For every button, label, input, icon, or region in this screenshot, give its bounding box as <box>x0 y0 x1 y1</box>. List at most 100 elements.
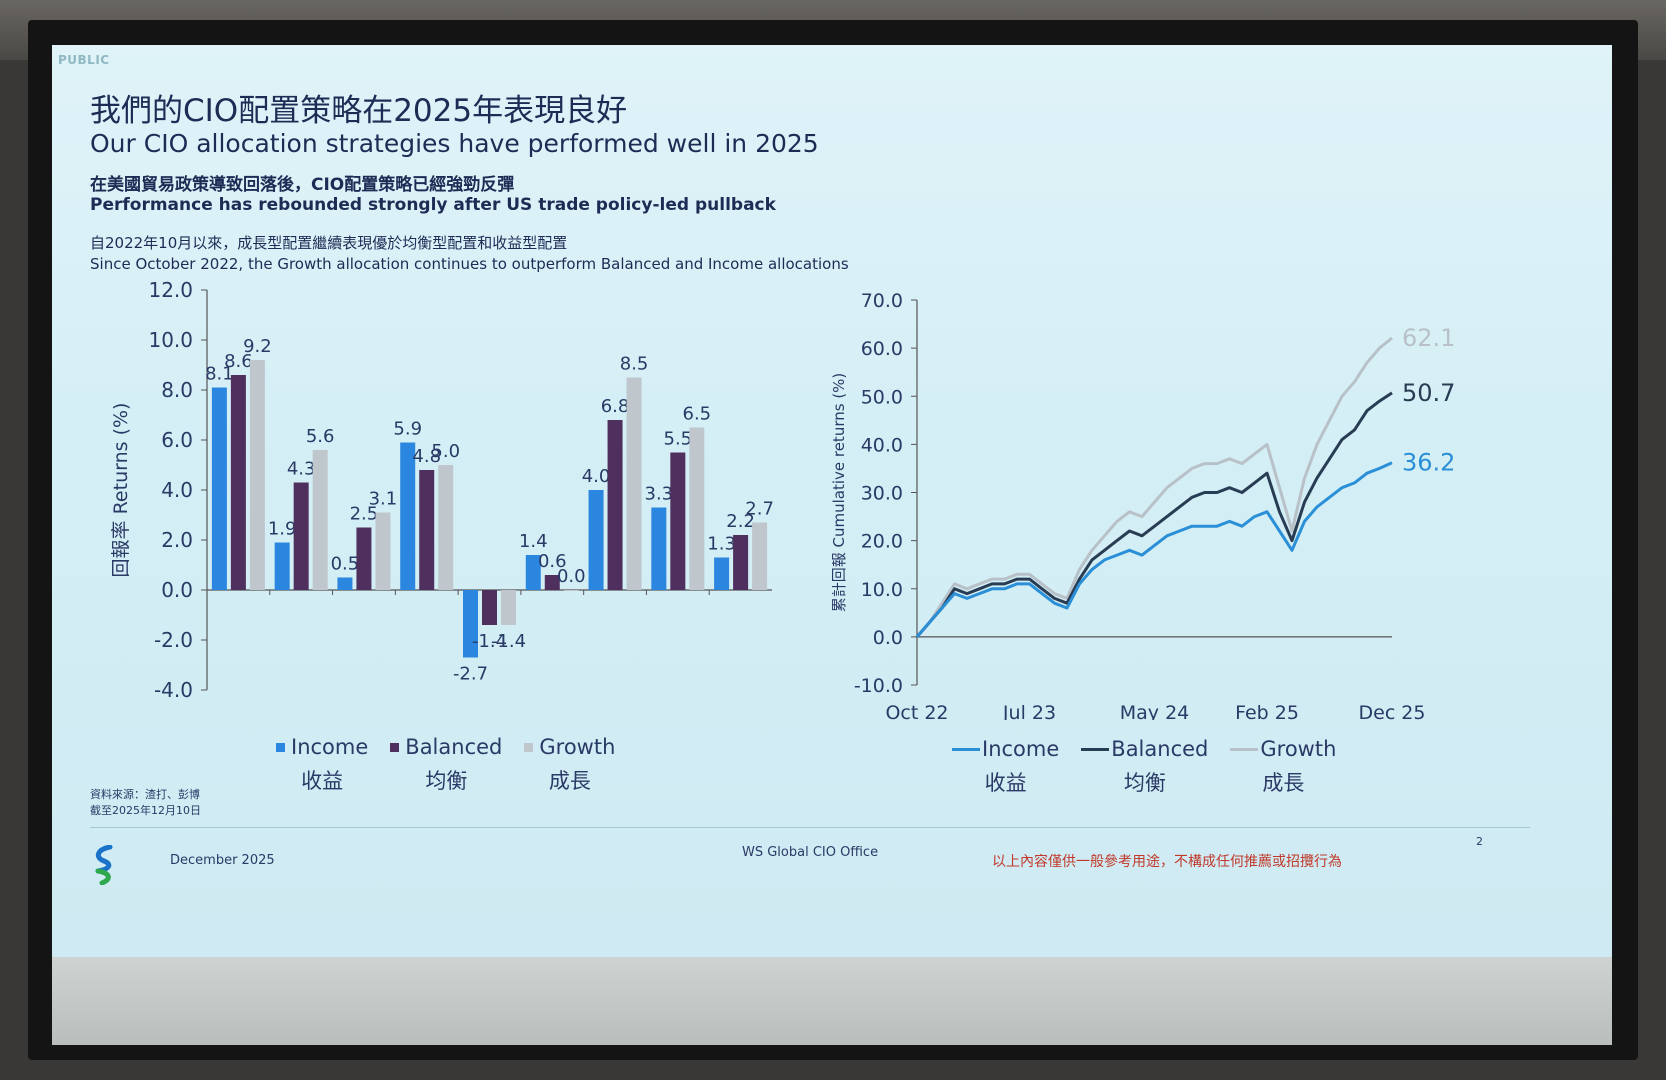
x-tick-label: Q4 25 <box>712 707 769 710</box>
data-label: 8.1 <box>205 364 234 385</box>
y-tick-label: 2.0 <box>161 528 193 552</box>
bar-growth-q3-25 <box>689 427 705 590</box>
data-label: 9.2 <box>243 336 272 357</box>
bar-income-q1-24 <box>274 542 290 590</box>
series-line-income <box>915 461 1393 638</box>
balanced-swatch-icon <box>390 742 400 752</box>
bar-income-q4-24 <box>463 590 478 658</box>
data-label: 3.3 <box>645 484 674 505</box>
data-label: 5.0 <box>431 441 460 462</box>
end-value-label: 36.2 <box>1402 449 1455 477</box>
y-tick-label: 0.0 <box>873 627 903 649</box>
x-tick-label: Q4 23 <box>210 707 267 710</box>
x-tick-label: Q4 24 <box>461 707 518 710</box>
public-tag: PUBLIC <box>58 53 110 67</box>
footer-office: WS Global CIO Office <box>742 845 879 860</box>
legend-label: Income <box>291 735 369 759</box>
balanced-line-icon <box>1081 747 1110 751</box>
bar-income-q3-25 <box>651 507 667 590</box>
data-label: 0.6 <box>538 551 567 572</box>
x-tick-label: Q1 24 <box>273 707 330 710</box>
data-label: 8.5 <box>620 354 649 375</box>
data-label: 0.5 <box>331 554 360 575</box>
legend-item-income: Income 收益 <box>276 735 368 795</box>
chart-description-chinese: 自2022年10月以來，成長型配置繼續表現優於均衡型配置和收益型配置 <box>90 234 568 252</box>
legend-label-cn: 均衡 <box>425 769 468 793</box>
y-tick-label: 40.0 <box>861 434 903 456</box>
legend-item-growth: Growth 成長 <box>1230 737 1336 797</box>
legend-label-cn: 收益 <box>984 771 1027 795</box>
page-number: 2 <box>1476 835 1483 848</box>
data-label: 6.8 <box>601 396 630 417</box>
legend-label-cn: 成長 <box>548 769 591 793</box>
data-label: 0.0 <box>557 566 586 587</box>
income-line-icon <box>952 747 980 751</box>
legend-label: Balanced <box>405 735 503 759</box>
x-tick-label: Q3 25 <box>649 707 706 710</box>
bar-growth-q3-24 <box>438 465 454 590</box>
data-label: 5.9 <box>393 419 422 440</box>
y-tick-label: -10.0 <box>854 675 903 697</box>
bar-growth-q1-24 <box>312 450 328 590</box>
y-tick-label: 20.0 <box>861 531 903 553</box>
screen-lower-area <box>52 955 1612 1045</box>
data-label: 4.8 <box>412 446 441 467</box>
end-value-label: 62.1 <box>1402 324 1455 352</box>
cumulative-returns-line-chart: 70.0 60.0 50.0 40.0 30.0 20.0 10.0 0.0 -10.0 累計回報… <box>832 290 1455 720</box>
bar-balanced-q4-24 <box>482 590 497 625</box>
income-swatch-icon <box>276 742 285 752</box>
bar-balanced-q1-25 <box>544 575 560 590</box>
data-label: 4.0 <box>582 466 611 487</box>
x-tick-label: May 24 <box>1120 702 1190 720</box>
x-tick-label: Q3 24 <box>398 707 455 710</box>
y-axis-label: 回報率 Returns (%) <box>110 403 132 578</box>
data-label: 4.3 <box>287 459 316 480</box>
legend-label: Growth <box>1260 737 1337 761</box>
presentation-slide: PUBLIC 我們的CIO配置策略在2025年表現良好 Our CIO allo… <box>52 45 1612 957</box>
bar-income-q4-23 <box>211 387 227 590</box>
data-label: -2.7 <box>453 664 488 685</box>
x-tick-label: Q2 24 <box>335 707 392 710</box>
x-tick-label: Oct 22 <box>885 702 948 720</box>
bar-balanced-q3-24 <box>419 470 435 590</box>
x-tick-label: Dec 25 <box>1359 702 1426 720</box>
data-label: 1.9 <box>268 519 297 540</box>
bar-balanced-q4-25 <box>733 535 749 590</box>
y-tick-label: 6.0 <box>161 428 193 452</box>
chart-description-english: Since October 2022, the Growth allocatio… <box>90 255 849 273</box>
y-tick-label: 70.0 <box>861 290 903 312</box>
data-label: 5.5 <box>664 429 693 450</box>
bar-income-q3-24 <box>400 442 416 590</box>
source-line: 資料來源：渣打、彭博 <box>90 788 200 801</box>
y-tick-label: 10.0 <box>861 579 903 601</box>
y-tick-label: 30.0 <box>861 483 903 505</box>
bar-income-q2-25 <box>588 490 604 590</box>
data-source-note: 資料來源：渣打、彭博 截至2025年12月10日 <box>90 787 201 819</box>
footer-divider <box>90 827 1530 828</box>
data-label: 5.6 <box>306 426 335 447</box>
legend-item-balanced: Balanced 均衡 <box>1081 737 1208 797</box>
slide-title-chinese: 我們的CIO配置策略在2025年表現良好 <box>90 93 628 129</box>
y-tick-label: 10.0 <box>148 328 193 352</box>
footer-date: December 2025 <box>170 853 275 868</box>
legend-item-income: Income 收益 <box>952 737 1059 797</box>
bar-growth-q4-23 <box>249 360 265 590</box>
data-label: 2.2 <box>726 511 755 532</box>
data-label: -1.4 <box>472 631 507 652</box>
y-tick-label: 4.0 <box>161 478 193 502</box>
bar-chart-legend: Income 收益 Balanced 均衡 Growth 成長 <box>276 735 637 795</box>
data-label: 3.1 <box>369 489 398 510</box>
growth-swatch-icon <box>524 742 534 752</box>
bar-balanced-q2-24 <box>356 527 372 590</box>
bar-balanced-q2-25 <box>607 420 623 590</box>
quarterly-returns-bar-chart: 12.0 10.0 8.0 6.0 4.0 2.0 0.0 -2.0 -4.0 回報率 Retur… <box>110 278 774 710</box>
legend-item-growth: Growth 成長 <box>524 735 615 795</box>
bar-balanced-q4-23 <box>230 375 246 590</box>
bar-balanced-q3-25 <box>670 452 686 590</box>
x-tick-label: Feb 25 <box>1235 702 1299 720</box>
y-tick-label: 8.0 <box>161 378 193 402</box>
slide-subtitle-english: Performance has rebounded strongly after… <box>90 195 776 215</box>
bar-income-q2-24 <box>337 577 353 590</box>
y-tick-label: 60.0 <box>861 338 903 360</box>
bar-growth-q4-24 <box>501 590 516 625</box>
